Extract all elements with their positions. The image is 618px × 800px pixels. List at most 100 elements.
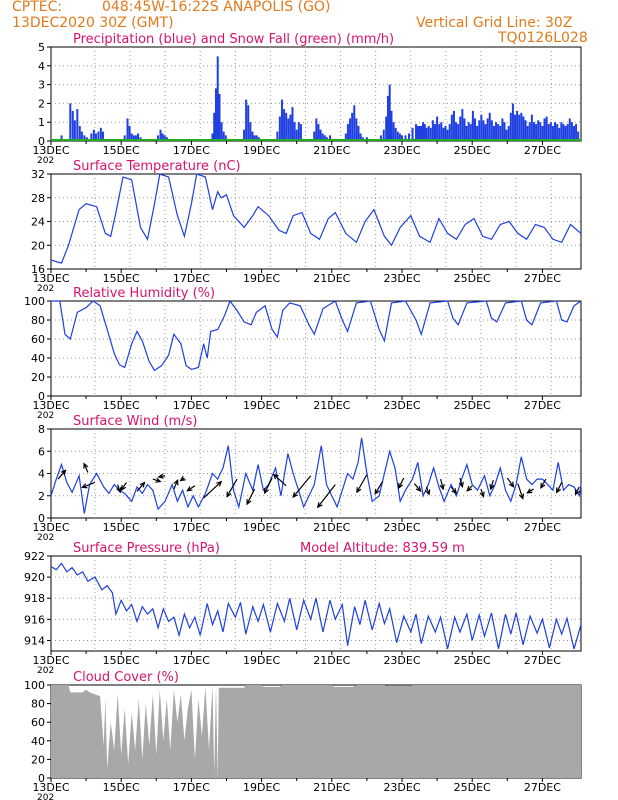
precip-bar	[313, 131, 316, 141]
precip-bar	[543, 118, 546, 141]
precip-bar	[247, 105, 250, 141]
wind-arrow-head	[540, 482, 546, 490]
wind-arrow-head	[398, 482, 404, 490]
precip-bar	[123, 135, 126, 141]
temp-ytick-label: 16	[31, 263, 45, 276]
precip-bar	[465, 125, 468, 141]
precip-bar	[297, 122, 300, 141]
header-location: 048:45W-16:22S ANAPOLIS (GO)	[102, 0, 331, 15]
precip-bar	[94, 133, 97, 141]
wind-arrow-head	[574, 489, 580, 496]
wind-arrow-head	[81, 483, 88, 489]
wind-ytick-label: 2	[38, 490, 45, 503]
temp-ytick-label: 20	[31, 239, 45, 252]
precip-bar	[213, 112, 216, 141]
precip-ytick-label: 2	[38, 97, 45, 110]
precip-bar	[73, 120, 76, 141]
precip-bar	[251, 131, 254, 141]
precip-bar	[450, 114, 453, 141]
pressure-xtick-label: 27DEC	[524, 654, 561, 667]
wind-arrow-head	[508, 481, 515, 488]
precip-bar	[390, 110, 393, 141]
pressure-ytick-label: 918	[24, 592, 45, 605]
precip-ytick-label: 5	[38, 41, 45, 54]
cloud-xtick-label: 25DEC	[454, 781, 491, 794]
wind-arrow-head	[425, 489, 431, 496]
precip-xtick-label: 27DEC	[524, 144, 561, 157]
pressure-frame	[50, 555, 582, 652]
wind-arrow	[226, 478, 238, 497]
precip-bar	[532, 122, 535, 141]
precip-bar	[520, 112, 523, 141]
precip-bar	[476, 125, 479, 141]
precip-bar	[60, 135, 63, 141]
rh-xtick-label: 19DEC	[243, 399, 280, 412]
wind-title: Surface Wind (m/s)	[73, 414, 197, 429]
wind-arrow-head	[60, 469, 67, 476]
precip-bar	[280, 99, 283, 141]
rh-xtick-label: 15DEC	[103, 399, 140, 412]
precip-bar	[92, 129, 95, 141]
cloud-ytick-label: 40	[31, 735, 45, 748]
precip-bar	[442, 127, 445, 141]
header-grid-line-info: Vertical Grid Line: 30Z	[416, 15, 573, 31]
pressure-ytick-label: 922	[24, 550, 45, 563]
precip-bar	[488, 112, 491, 141]
precip-bar	[351, 112, 354, 141]
precip-bar	[401, 135, 403, 141]
precip-bar	[392, 122, 395, 141]
precip-year-stub: 202	[37, 156, 54, 166]
precip-bar	[457, 124, 460, 141]
precip-bar	[353, 105, 356, 141]
precip-bar	[276, 131, 279, 141]
precip-bar	[317, 124, 320, 141]
pressure-xtick-label: 15DEC	[103, 654, 140, 667]
precip-bar	[278, 116, 281, 141]
rh-xtick-label: 17DEC	[173, 399, 210, 412]
wind-arrow	[440, 478, 444, 490]
precip-bar	[418, 125, 421, 141]
precip-bar	[537, 120, 540, 141]
precip-bar	[222, 131, 225, 141]
wind-arrow	[246, 488, 256, 505]
precip-bar	[128, 125, 131, 141]
wind-arrow-head	[116, 487, 122, 494]
pressure-xtick-label: 13DEC	[32, 654, 69, 667]
wind-xtick-label: 15DEC	[103, 521, 140, 534]
precip-bar	[289, 114, 292, 141]
rh-ytick-label: 100	[24, 295, 45, 308]
pressure-ytick-label: 916	[24, 613, 45, 626]
precip-bar	[554, 122, 557, 141]
precip-bar	[355, 118, 358, 141]
temp-ytick-label: 28	[31, 192, 45, 205]
wind-arrow-head	[518, 493, 525, 500]
precip-bar	[163, 135, 166, 141]
rh-xtick-label: 27DEC	[524, 399, 561, 412]
precip-bar	[461, 109, 464, 141]
cloud-year-stub: 202	[37, 793, 54, 800]
cloud-ytick-label: 20	[31, 753, 45, 766]
precip-bar	[526, 125, 529, 141]
wind-arrow-head	[374, 488, 380, 495]
wind-arrow	[203, 481, 222, 499]
precip-bar	[492, 125, 495, 141]
precip-bar	[359, 133, 362, 141]
rh-ytick-label: 80	[31, 314, 45, 327]
precip-bar	[438, 124, 441, 141]
temp-xtick-label: 23DEC	[383, 272, 420, 285]
precip-bar	[535, 124, 538, 141]
wind-arrow	[459, 477, 463, 487]
precip-bar	[396, 131, 399, 141]
wind-arrow	[273, 474, 287, 487]
precip-bar	[224, 135, 227, 141]
precip-panel	[47, 46, 582, 145]
pressure-title: Surface Pressure (hPa)	[73, 541, 220, 556]
precip-bar	[570, 122, 573, 141]
wind-arrow-head	[179, 475, 186, 482]
precip-bar	[433, 124, 436, 141]
precip-bar	[398, 133, 401, 141]
wind-arrow-head	[246, 499, 252, 506]
precip-bar	[291, 107, 294, 141]
wind-arrow	[120, 482, 127, 491]
cloud-xtick-label: 13DEC	[32, 781, 69, 794]
